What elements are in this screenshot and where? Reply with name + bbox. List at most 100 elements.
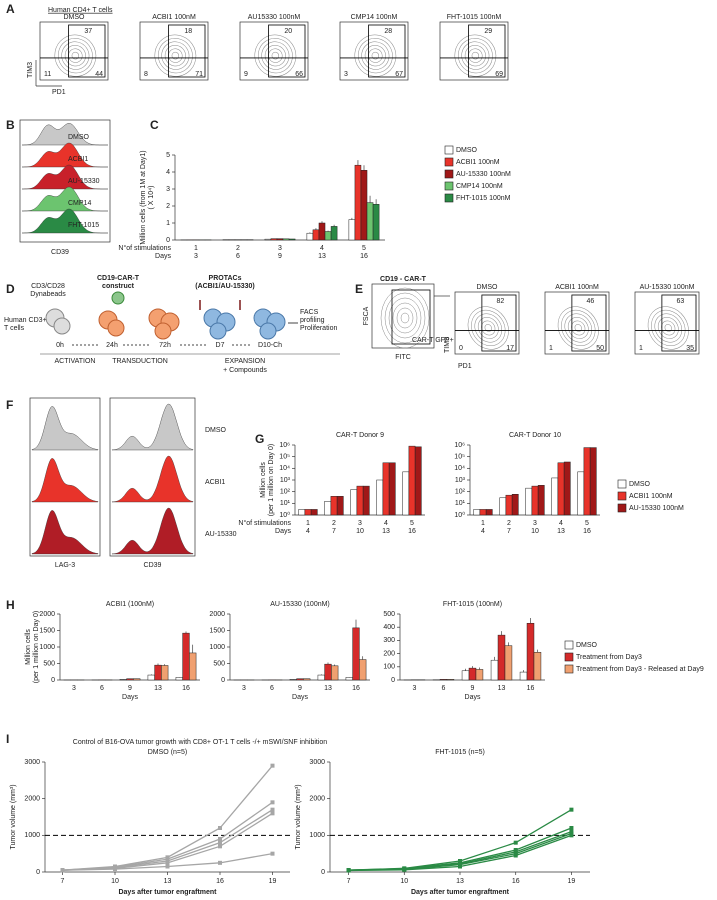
x-tick-label: 4 xyxy=(384,520,388,527)
marker xyxy=(218,860,222,865)
quadrant-value: 1 xyxy=(549,345,553,352)
diagram-text: Dynabeads xyxy=(30,291,66,298)
flow-plot xyxy=(39,21,109,81)
time-label: 24h xyxy=(106,342,118,349)
chart-title: DMSO (n=5) xyxy=(148,749,187,756)
y-tick-label: 1000 xyxy=(24,832,40,839)
bar xyxy=(537,485,545,516)
diagram-text: PROTACs xyxy=(209,275,242,282)
gate xyxy=(68,24,106,78)
gate xyxy=(168,24,206,78)
histogram-frame xyxy=(109,397,196,557)
diagram-text: T cells xyxy=(4,325,25,332)
x-tick-label: 2 xyxy=(332,520,336,527)
histogram xyxy=(22,142,108,168)
y-tick-label: 500 xyxy=(383,611,395,618)
bar xyxy=(366,202,374,241)
axis-label: CD39 xyxy=(51,249,69,256)
diagram-text: Proliferation xyxy=(300,325,337,332)
bar xyxy=(408,445,416,516)
bar xyxy=(402,471,410,516)
marker xyxy=(270,800,275,805)
time-label: 72h xyxy=(159,342,171,349)
marker xyxy=(218,840,222,845)
axis-label: TIM3 xyxy=(444,337,451,353)
diagram-text: (ACBI1/AU-15330) xyxy=(195,283,255,290)
quadrant-value: 50 xyxy=(596,345,604,352)
axis-label: PD1 xyxy=(458,363,472,370)
y-axis-label: Million cells xyxy=(260,462,267,498)
panel-letter: D xyxy=(6,282,15,296)
y-tick-label: 300 xyxy=(383,637,395,644)
panel-letter: F xyxy=(6,398,13,412)
contour xyxy=(154,34,197,77)
contour xyxy=(457,38,493,74)
x-tick-label: 16 xyxy=(352,685,360,692)
contour xyxy=(651,309,686,346)
y-axis-label: Million cells xyxy=(25,629,32,665)
contour xyxy=(357,38,393,74)
cell xyxy=(259,322,277,340)
marker xyxy=(569,833,574,838)
histogram xyxy=(111,455,194,503)
plot-title: ACBI1 100nM xyxy=(152,14,196,21)
y-tick-label: 1000 xyxy=(309,832,325,839)
line xyxy=(62,765,273,871)
bar xyxy=(446,679,455,681)
histogram xyxy=(22,186,108,212)
plot-title: DMSO xyxy=(477,284,499,291)
plot-title: CMP14 100nM xyxy=(351,14,398,21)
legend-label: FHT-1015 100nM xyxy=(456,195,511,202)
legend-swatch xyxy=(564,652,574,662)
x-tick-label: 3 xyxy=(242,685,246,692)
x-tick-label: 1 xyxy=(481,520,485,527)
y-tick-label: 2000 xyxy=(39,611,55,618)
marker xyxy=(270,811,275,816)
y-tick-label: 100 xyxy=(383,664,395,671)
marker xyxy=(113,867,117,872)
gate xyxy=(571,294,607,352)
contour xyxy=(264,45,286,67)
workflow-diagram xyxy=(40,291,340,355)
x-tick-label: 16 xyxy=(583,528,591,535)
panel-letter: B xyxy=(6,118,15,132)
gate-label: CAR-T GFP+ xyxy=(412,337,454,344)
y-tick-label: 10¹ xyxy=(280,500,291,507)
quadrant-value: 66 xyxy=(295,71,303,78)
y-axis-label: Tumor volume (mm³) xyxy=(295,784,302,849)
legend-swatch xyxy=(617,503,627,513)
y-axis-label: (per 1 million on Day 0) xyxy=(268,444,275,516)
histogram xyxy=(31,510,99,555)
x-axis-label: Days xyxy=(292,694,308,701)
bar xyxy=(303,678,311,681)
marker xyxy=(270,807,275,812)
x-tick-label: 5 xyxy=(362,245,366,252)
x-tick-label: 13 xyxy=(164,878,172,885)
y-tick-label: 500 xyxy=(43,660,55,667)
y-axis-label: Million cells (from 1M at Day1) xyxy=(140,150,147,244)
contour xyxy=(654,313,683,343)
bar xyxy=(551,477,559,516)
gate xyxy=(468,24,506,78)
bar xyxy=(298,509,306,516)
y-tick-label: 3 xyxy=(166,186,170,193)
legend-label: DMSO xyxy=(629,481,651,488)
bar xyxy=(490,659,499,681)
bar xyxy=(485,509,493,516)
flow-plot xyxy=(439,21,509,81)
bar xyxy=(362,485,370,516)
axis-label: LAG-3 xyxy=(55,562,75,569)
phase-label: ACTIVATION xyxy=(55,358,96,365)
y-tick-label: 10³ xyxy=(455,477,466,484)
legend-label: Treatment from Day3 xyxy=(576,654,642,661)
x-tick-label: 9 xyxy=(128,685,132,692)
bar xyxy=(317,674,325,681)
time-label: 0h xyxy=(56,342,64,349)
bar xyxy=(296,678,304,681)
histogram-label: ACBI1 xyxy=(205,479,225,486)
chart-title: CAR-T Donor 10 xyxy=(509,432,561,439)
y-tick-label: 10⁵ xyxy=(454,454,465,461)
x-tick-label: 13 xyxy=(318,253,326,260)
bar xyxy=(356,485,364,516)
diagram-text: FACS xyxy=(300,309,319,316)
